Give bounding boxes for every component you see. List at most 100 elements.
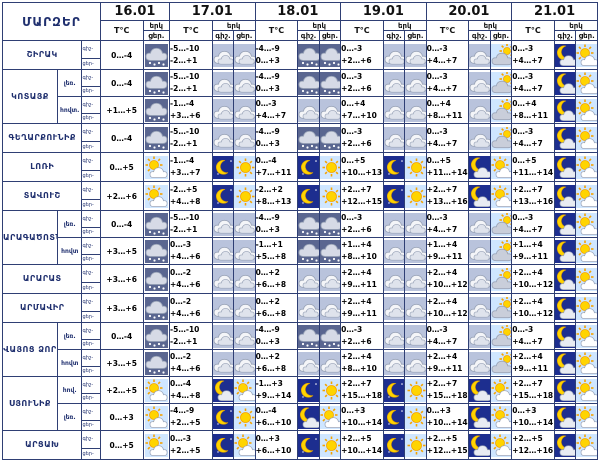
temp-night: 0…-3 [512, 325, 534, 334]
partly-sun-icon [489, 237, 513, 265]
temp-night: +1…+4 [341, 240, 372, 249]
temp-cell: +2…+7 +13…+16 [511, 181, 555, 211]
icon-header: երկ [382, 20, 427, 31]
snow-icon [142, 40, 171, 70]
temp-day: +12…+15 [341, 197, 383, 206]
day-label: ցեր- [81, 227, 101, 238]
temp-cell: -5…-10 -2…+1 [169, 322, 213, 350]
temp-cell: +2…+7 +15…+18 [340, 376, 384, 404]
sun-cloud-icon [575, 349, 598, 377]
temp-header: T°C [254, 20, 299, 41]
temp-night: +2…+7 [426, 379, 458, 388]
icon-header: երկ [211, 20, 256, 31]
temp-day: +9…+11 [512, 252, 548, 261]
temp-night: 0…-3 [255, 99, 277, 108]
temp-night: -1…+3 [255, 379, 283, 388]
snow-icon [318, 322, 342, 350]
cloud-icon [382, 40, 406, 70]
day-label: ցեր- [81, 339, 101, 350]
sun-cloud-icon [318, 403, 342, 431]
cloud-icon [468, 210, 491, 238]
temp-cell: 0…-3 +4…+6 [169, 237, 213, 265]
temp-day: +2…+6 [341, 84, 372, 93]
temp-cell: 0…+3 +10…+14 [511, 403, 555, 431]
temp-day: +9…+11 [341, 309, 377, 318]
temp-day: +4…+8 [170, 197, 201, 206]
temp-day: +4…+6 [170, 364, 201, 373]
temp-night: 0…-3 [512, 72, 534, 81]
moon-icon [297, 376, 320, 404]
table-row: ԱՐԱՐԱՏ գիշ- +3…+6 0…-2 +4…+6 0…+2 +6…+8 +2…+4 +9… [1, 264, 598, 294]
table-row: ԳԵՂԱՐՔՈՒՆԻՔ գիշ- 0…-4 -5…-10 -2…+1 -4…-9 0…+3 0… [1, 123, 598, 153]
night-label: գիշ- [81, 430, 101, 449]
moon-cloud-icon [553, 349, 577, 377]
cloud-icon [382, 293, 406, 323]
temp-day: +4…+7 [512, 56, 543, 65]
sun-cloud-icon [233, 430, 256, 460]
temp-cell: -2…+2 +8…+13 [254, 181, 299, 211]
cloud-icon [211, 322, 235, 350]
temp-day: +7…+11 [255, 168, 292, 177]
temp-day: +8…+13 [255, 197, 292, 206]
sun-icon [404, 152, 427, 182]
sun-icon [233, 403, 256, 431]
night-label: գիշ- [81, 123, 101, 142]
moon-icon [297, 430, 320, 460]
region-name: ՏԱՎՈՒՇ [1, 181, 83, 211]
temp-night: 0…+4 [426, 99, 451, 108]
icon-night-header: գիշ. [297, 30, 320, 41]
moon-cloud-icon [553, 403, 577, 431]
temp-cell: 0…-3 +4…+7 [425, 210, 470, 238]
sun-cloud-icon [489, 181, 513, 211]
temp-night: 0…-3 [426, 127, 448, 136]
temp-night: 0…-3 [341, 127, 363, 136]
temp-cell: 0…+5 +11…+14 [511, 152, 555, 182]
temp-cell: 0…+5 [99, 430, 144, 460]
cloud-icon [404, 40, 427, 70]
sun-cloud-icon [575, 403, 598, 431]
temp-day: +4…+7 [512, 84, 543, 93]
cloud-icon [468, 69, 491, 97]
snow-icon [142, 237, 171, 265]
temp-cell: 0…-3 +4…+7 [511, 322, 555, 350]
cloud-icon [404, 96, 427, 124]
temp-cell: 0…-2 +4…+6 [169, 349, 213, 377]
night-label: գիշ- [81, 69, 101, 87]
moon-cloud-icon [553, 152, 577, 182]
cloud-icon [211, 237, 235, 265]
snow-icon [142, 349, 171, 377]
moon-icon [382, 152, 406, 182]
temp-cell: 0…+2 +6…+8 [254, 349, 299, 377]
temp-day: +15…+18 [426, 391, 468, 400]
moon-cloud-icon [553, 123, 577, 153]
sun-cloud-icon [142, 430, 171, 460]
temp-header: T°C [425, 20, 470, 41]
cloud-icon [404, 322, 427, 350]
temp-day: -2…+1 [170, 139, 198, 148]
temp-day: +2…+6 [341, 225, 372, 234]
temp-cell: +2…+7 +15…+18 [425, 376, 470, 404]
temp-cell: +3…+6 [99, 293, 144, 323]
night-label: գիշ- [81, 293, 101, 312]
temp-cell: -1…-4 +3…+7 [169, 152, 213, 182]
temp-day: +3…+6 [170, 111, 201, 120]
temp-cell: 0…-3 +4…+7 [425, 322, 470, 350]
region-name: ԿՈՏԱՅՔ [2, 69, 58, 124]
cloud-icon [404, 237, 427, 265]
temp-day: +4…+7 [426, 56, 458, 65]
temp-night: -4…-9 [255, 72, 280, 81]
snow-icon [142, 322, 171, 350]
region-name: ՍՅՈՒՆԻՔ [2, 376, 58, 431]
sun-cloud-icon [575, 293, 598, 323]
moon-cloud-icon [553, 210, 577, 238]
sun-cloud-icon [142, 181, 171, 211]
temp-cell: -4…-9 0…+3 [254, 123, 299, 153]
temp-day: +10…+14 [512, 418, 554, 427]
temp-night: +2…+7 [341, 379, 372, 388]
temp-cell: 0…+2 +6…+8 [254, 293, 299, 323]
sun-cloud-icon [142, 376, 171, 404]
temp-day: +11…+14 [426, 168, 468, 177]
night-label: գիշ- [81, 322, 101, 340]
temp-cell: +2…+4 +9…+11 [425, 349, 470, 377]
temp-night: 0…+3 [255, 434, 280, 443]
